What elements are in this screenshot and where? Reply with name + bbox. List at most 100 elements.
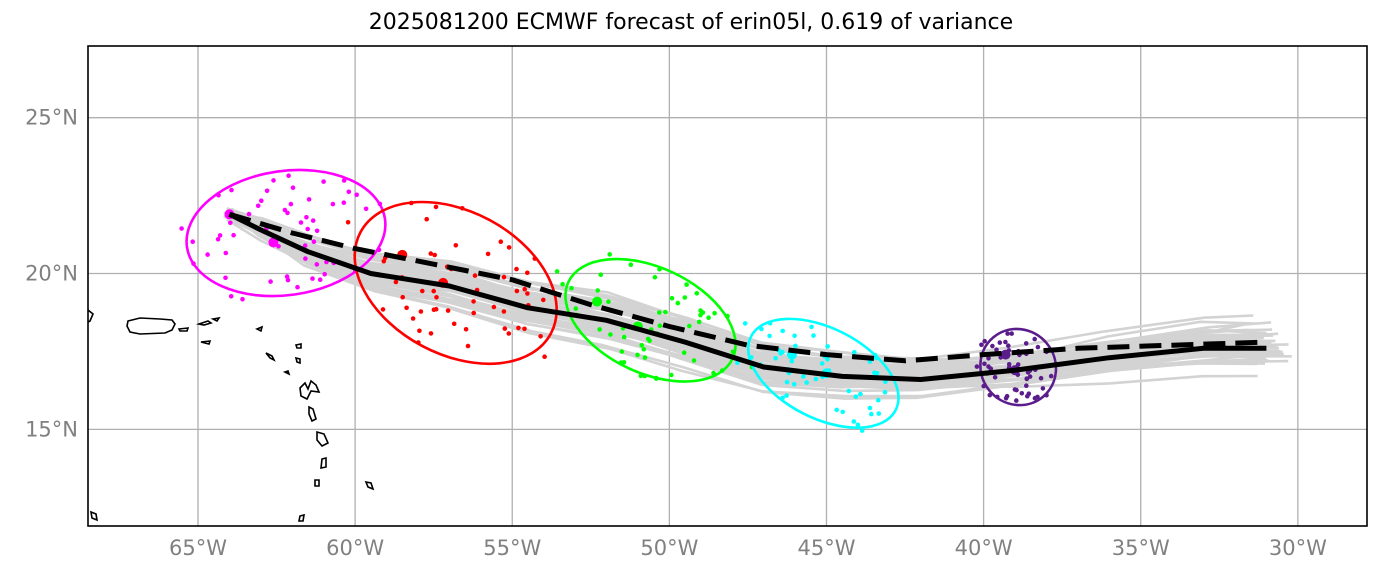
ensemble-point bbox=[1005, 331, 1010, 336]
ensemble-point bbox=[675, 300, 681, 306]
ensemble-point bbox=[882, 389, 888, 395]
ensemble-point bbox=[472, 273, 478, 278]
ensemble-point bbox=[855, 422, 861, 428]
ensemble-point bbox=[573, 306, 579, 311]
ensemble-point bbox=[1038, 375, 1044, 381]
ensemble-point bbox=[986, 356, 991, 361]
axis-ticks: 65°W 60°W 55°W 50°W 45°W 40°W 35°W 30°W 25°N 20°N… bbox=[25, 106, 1327, 560]
ensemble-point bbox=[525, 291, 530, 296]
ensemble-point bbox=[652, 274, 658, 280]
ensemble-point bbox=[682, 295, 688, 300]
lon-tick-label: 30°W bbox=[1269, 536, 1327, 560]
ensemble-point bbox=[516, 325, 521, 331]
ensemble-point bbox=[607, 252, 612, 257]
ensemble-point bbox=[819, 361, 825, 366]
ensemble-point bbox=[1032, 336, 1037, 342]
cluster-ellipse-magenta bbox=[185, 168, 387, 298]
ensemble-point bbox=[691, 358, 697, 363]
ensemble-point bbox=[784, 393, 789, 398]
ensemble-point bbox=[1024, 376, 1030, 382]
ensemble-point bbox=[310, 276, 315, 281]
ensemble-point bbox=[223, 275, 228, 281]
ensemble-point bbox=[205, 252, 210, 257]
ensemble-point bbox=[992, 375, 998, 380]
ensemble-point bbox=[597, 327, 602, 332]
ensemble-tracks bbox=[223, 207, 1292, 400]
ensemble-point bbox=[522, 286, 527, 292]
ensemble-point bbox=[657, 323, 663, 329]
ensemble-point bbox=[792, 333, 797, 339]
island-sw-corner bbox=[89, 510, 99, 522]
ensemble-point bbox=[606, 299, 611, 305]
island-st-lucia bbox=[320, 456, 327, 469]
ensemble-point bbox=[228, 294, 234, 299]
ensemble-point bbox=[314, 228, 320, 234]
ensemble-point bbox=[1024, 383, 1029, 389]
ensemble-point bbox=[773, 355, 778, 361]
ensemble-point bbox=[424, 216, 430, 222]
ensemble-point bbox=[433, 204, 439, 210]
ensemble-point bbox=[642, 355, 648, 360]
ensemble-positions bbox=[179, 173, 1054, 433]
island-virgin-islands bbox=[195, 316, 221, 345]
ensemble-point bbox=[852, 349, 857, 355]
ensemble-point bbox=[428, 251, 434, 256]
ensemble-track bbox=[229, 211, 1251, 364]
ensemble-point bbox=[240, 296, 245, 302]
ensemble-point bbox=[994, 347, 999, 353]
ensemble-point bbox=[284, 274, 290, 279]
ensemble-point bbox=[285, 277, 291, 283]
ensemble-point bbox=[859, 428, 865, 433]
ensemble-point bbox=[669, 372, 674, 378]
ensemble-point bbox=[431, 288, 437, 294]
ensemble-point bbox=[657, 310, 662, 315]
ensemble-point bbox=[255, 203, 261, 209]
ensemble-point bbox=[432, 252, 438, 258]
ensemble-point bbox=[988, 366, 994, 372]
ensemble-point bbox=[639, 342, 644, 348]
ensemble-point bbox=[286, 173, 291, 178]
ensemble-point bbox=[304, 215, 309, 220]
cluster-mean-point bbox=[592, 296, 603, 307]
ensemble-point bbox=[285, 210, 290, 216]
ensemble-point bbox=[502, 326, 508, 331]
ensemble-point bbox=[465, 343, 471, 349]
ensemble-point bbox=[305, 226, 311, 232]
ensemble-point bbox=[491, 304, 497, 310]
ensemble-point bbox=[302, 243, 308, 248]
ensemble-point bbox=[264, 188, 270, 194]
ensemble-point bbox=[834, 407, 839, 413]
ensemble-point bbox=[542, 354, 547, 360]
ensemble-point bbox=[825, 344, 830, 349]
map-title: 2025081200 ECMWF forecast of erin05l, 0.… bbox=[368, 10, 1014, 35]
ensemble-point bbox=[560, 281, 565, 287]
ensemble-point bbox=[780, 349, 785, 355]
ensemble-point bbox=[681, 350, 687, 356]
ensemble-point bbox=[231, 232, 236, 238]
ensemble-point bbox=[363, 206, 369, 212]
ensemble-point bbox=[641, 347, 647, 352]
ensemble-point bbox=[217, 233, 223, 238]
ensemble-point bbox=[608, 332, 613, 337]
ensemble-point bbox=[1040, 386, 1046, 391]
ensemble-point bbox=[635, 352, 640, 358]
ensemble-point bbox=[851, 419, 857, 424]
ensemble-point bbox=[742, 321, 748, 326]
ensemble-point bbox=[759, 326, 764, 332]
ensemble-point bbox=[246, 211, 252, 217]
ensemble-point bbox=[793, 343, 798, 349]
ensemble-point bbox=[506, 245, 512, 250]
ensemble-point bbox=[311, 239, 317, 244]
island-grenada bbox=[298, 513, 305, 522]
ensemble-point bbox=[1032, 395, 1038, 401]
lat-tick-label: 15°N bbox=[25, 417, 78, 441]
ensemble-point bbox=[997, 340, 1003, 345]
ensemble-point bbox=[853, 394, 859, 400]
ensemble-point bbox=[445, 308, 451, 313]
ensemble-point bbox=[330, 201, 336, 207]
ensemble-point bbox=[404, 305, 409, 311]
ensemble-point bbox=[506, 331, 512, 336]
ensemble-point bbox=[346, 189, 352, 195]
ensemble-point bbox=[595, 288, 600, 293]
ensemble-point bbox=[825, 357, 830, 362]
